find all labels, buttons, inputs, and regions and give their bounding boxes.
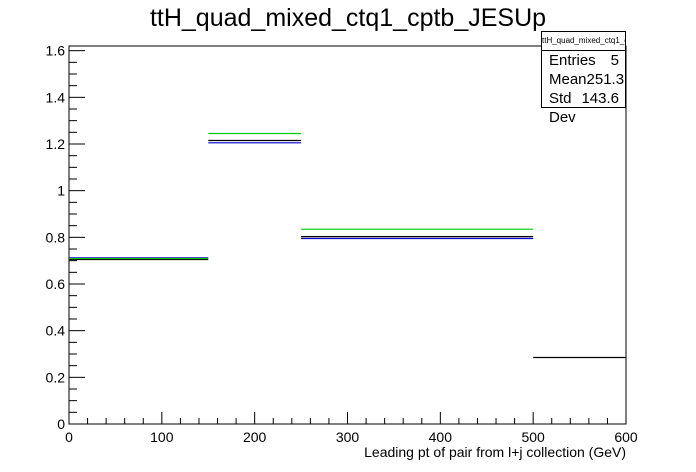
- stats-row-stddev: Std Dev 143.6: [542, 89, 625, 127]
- stats-label: Mean: [549, 71, 587, 88]
- x-tick-label: 200: [243, 429, 267, 445]
- stats-row-entries: Entries 5: [542, 51, 625, 70]
- stats-value: 251.3: [586, 71, 625, 88]
- y-tick-label: 0.4: [46, 323, 66, 339]
- x-tick-label: 400: [429, 429, 453, 445]
- stats-row-mean: Mean 251.3: [542, 70, 625, 89]
- y-tick-label: 0: [57, 416, 65, 432]
- x-axis: 0 100 200 300 400 500 600: [65, 412, 638, 445]
- y-tick-label: 1.4: [46, 89, 66, 105]
- histogram-bins: [69, 132, 626, 359]
- y-tick-label: 1.2: [46, 136, 66, 152]
- y-tick-label: 0.8: [46, 229, 66, 245]
- stats-box: ttH_quad_mixed_ctq1_cptb_JESUp Entries 5…: [541, 31, 626, 126]
- x-tick-label: 300: [336, 429, 360, 445]
- y-tick-label: 0.6: [46, 276, 66, 292]
- stats-label: Entries: [549, 52, 596, 69]
- chart-title: ttH_quad_mixed_ctq1_cptb_JESUp: [149, 4, 547, 32]
- stats-box-title: ttH_quad_mixed_ctq1_cptb_JESUp: [542, 32, 625, 51]
- stats-value: 143.6: [581, 90, 619, 107]
- x-tick-label: 500: [521, 429, 545, 445]
- x-axis-label: Leading pt of pair from l+j collection (…: [364, 444, 626, 460]
- x-tick-label: 0: [65, 429, 73, 445]
- y-tick-label: 0.2: [46, 369, 66, 385]
- y-tick-label: 1: [57, 183, 65, 199]
- y-tick-label: 1.6: [46, 43, 66, 59]
- stats-label: Std Dev: [549, 90, 576, 126]
- x-tick-label: 100: [150, 429, 174, 445]
- x-tick-label: 600: [614, 429, 638, 445]
- stats-value: 5: [610, 52, 619, 69]
- y-axis: 0 0.2 0.4 0.6 0.8 1 1.2 1.4 1.6: [46, 43, 85, 432]
